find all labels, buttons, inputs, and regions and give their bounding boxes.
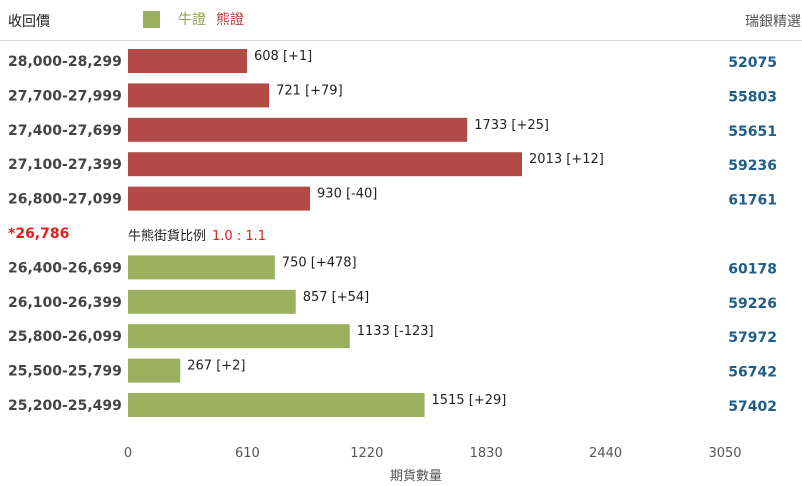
ubs-select-value: 57972 bbox=[728, 330, 777, 346]
bar-value-label: 857 [+54] bbox=[303, 290, 370, 305]
x-tick-label: 2440 bbox=[589, 446, 622, 461]
bar-value-label: 1515 [+29] bbox=[432, 393, 507, 408]
strike-range-label: 26,100-26,399 bbox=[8, 295, 122, 311]
bar-bull bbox=[128, 289, 296, 314]
strike-range-label: 25,800-26,099 bbox=[8, 329, 122, 345]
current-price-label: *26,786 bbox=[8, 226, 69, 242]
bar-value-label: 2013 [+12] bbox=[529, 152, 604, 167]
ratio-label: 牛熊街貨比例 bbox=[128, 229, 207, 244]
strike-range-label: 27,100-27,399 bbox=[8, 157, 122, 173]
bar-value-label: 608 [+1] bbox=[254, 49, 312, 64]
bar-bear bbox=[128, 83, 270, 108]
strike-range-label: 25,500-25,799 bbox=[8, 364, 122, 380]
ubs-select-value: 61761 bbox=[728, 193, 777, 209]
x-tick-label: 1830 bbox=[470, 446, 503, 461]
legend-bull-swatch bbox=[143, 10, 160, 28]
bar-value-label: 750 [+478] bbox=[282, 255, 357, 270]
ubs-select-header: 瑞銀精選 bbox=[745, 14, 801, 30]
strike-range-label: 28,000-28,299 bbox=[8, 54, 122, 70]
ratio-value: 1.0 : 1.1 bbox=[212, 229, 267, 244]
ubs-select-value: 52075 bbox=[728, 55, 777, 71]
x-tick-label: 3050 bbox=[708, 446, 741, 461]
x-axis-label: 期貨數量 bbox=[389, 469, 442, 484]
bar-bull bbox=[128, 324, 350, 349]
legend-bear-label: 熊證 bbox=[216, 12, 244, 28]
ubs-select-value: 57402 bbox=[728, 399, 777, 415]
ubs-select-value: 55803 bbox=[728, 89, 777, 105]
strike-range-label: 26,800-27,099 bbox=[8, 192, 122, 208]
legend-bull-label: 牛證 bbox=[178, 12, 206, 28]
bar-bear bbox=[128, 186, 311, 211]
x-tick-label: 1220 bbox=[350, 446, 383, 461]
x-tick-label: 0 bbox=[124, 446, 132, 461]
ubs-select-value: 55651 bbox=[728, 124, 777, 140]
ubs-select-value: 60178 bbox=[728, 261, 777, 277]
strike-range-label: 26,400-26,699 bbox=[8, 260, 122, 276]
x-tick-label: 610 bbox=[235, 446, 260, 461]
bar-bull bbox=[128, 255, 275, 280]
bar-value-label: 930 [-40] bbox=[317, 187, 377, 202]
bar-bear bbox=[128, 117, 468, 142]
strike-range-label: 27,700-27,999 bbox=[8, 88, 122, 104]
strike-range-header: 收回價 bbox=[8, 14, 50, 30]
strike-range-label: 27,400-27,699 bbox=[8, 123, 122, 139]
bar-bull bbox=[128, 393, 425, 417]
ubs-select-value: 59236 bbox=[728, 158, 777, 174]
legend: 牛證 熊證 bbox=[143, 9, 244, 29]
bar-bear bbox=[128, 152, 523, 177]
bar-bull bbox=[128, 358, 181, 383]
header-divider bbox=[0, 40, 802, 41]
bar-value-label: 1133 [-123] bbox=[357, 324, 434, 339]
ubs-select-value: 59226 bbox=[728, 296, 777, 312]
bull-bear-ratio: 牛熊街貨比例 1.0 : 1.1 bbox=[128, 225, 266, 244]
bar-value-label: 267 [+2] bbox=[187, 359, 245, 374]
strike-range-label: 25,200-25,499 bbox=[8, 398, 122, 414]
bar-value-label: 1733 [+25] bbox=[474, 118, 549, 133]
bar-value-label: 721 [+79] bbox=[276, 83, 343, 98]
ubs-select-value: 56742 bbox=[728, 365, 777, 381]
bar-bear bbox=[128, 49, 248, 73]
